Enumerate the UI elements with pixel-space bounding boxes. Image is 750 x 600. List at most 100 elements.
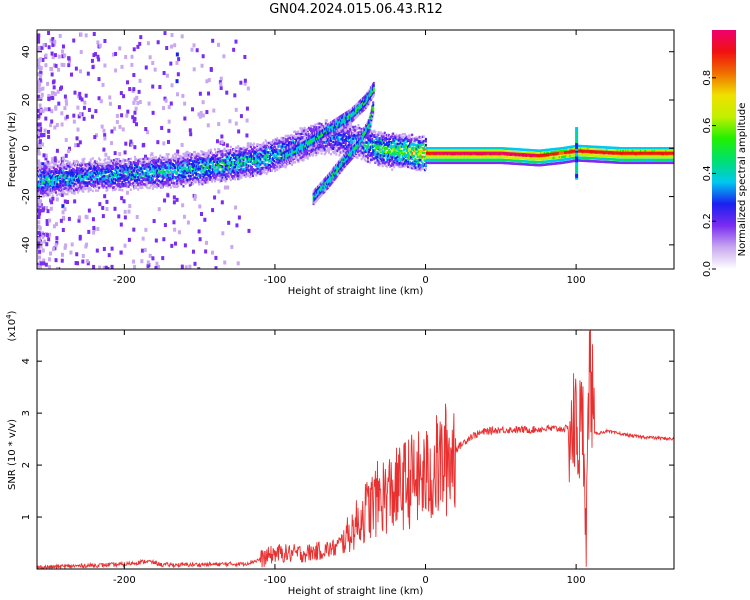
heatmap-noise-cell bbox=[189, 132, 193, 137]
heatmap-ridge-cell bbox=[81, 185, 84, 189]
heatmap-ridge-cell bbox=[101, 166, 104, 169]
heatmap-ridge-cell bbox=[221, 158, 224, 162]
heatmap-ridge-cell bbox=[380, 155, 383, 159]
heatmap-ridge-cell bbox=[375, 133, 378, 137]
heatmap-ridge-cell bbox=[382, 154, 385, 158]
heatmap-ridge-cell bbox=[352, 137, 355, 141]
heatmap-ridge-cell bbox=[78, 181, 81, 184]
heatmap-ridge-cell bbox=[252, 154, 255, 158]
heatmap-ridge-cell bbox=[466, 155, 469, 159]
heatmap-noise-cell bbox=[125, 113, 129, 118]
heatmap-noise-cell bbox=[190, 107, 194, 112]
heatmap-ridge-cell bbox=[117, 182, 120, 185]
heatmap-ridge-cell bbox=[403, 161, 406, 164]
heatmap-ridge-cell bbox=[217, 172, 220, 176]
heatmap-noise-cell bbox=[44, 107, 48, 112]
heatmap-ridge-cell bbox=[43, 165, 46, 169]
heatmap-noise-cell bbox=[70, 242, 74, 247]
heatmap-ridge-cell bbox=[276, 158, 279, 162]
heatmap-ridge-cell bbox=[215, 158, 218, 161]
heatmap-ridge-cell bbox=[410, 140, 413, 144]
heatmap-ridge-cell bbox=[289, 137, 292, 141]
heatmap-ridge-cell bbox=[178, 173, 181, 177]
heatmap-ridge-cell bbox=[263, 151, 266, 155]
heatmap-ridge-cell bbox=[298, 136, 301, 140]
heatmap-ridge-cell bbox=[256, 171, 259, 174]
heatmap-ridge-cell bbox=[94, 166, 97, 170]
heatmap-ridge-cell bbox=[215, 154, 218, 158]
heatmap-ridge-cell bbox=[224, 158, 227, 162]
heatmap-ridge-cell bbox=[262, 149, 265, 153]
heatmap-ridge-cell bbox=[347, 136, 350, 140]
heatmap-noise-cell bbox=[162, 106, 166, 111]
heatmap-ridge-cell bbox=[363, 144, 366, 147]
heatmap-ridge-cell bbox=[54, 178, 57, 182]
heatmap-ridge-cell bbox=[421, 147, 424, 150]
heatmap-ridge-cell bbox=[117, 173, 120, 177]
heatmap-ridge-cell bbox=[236, 146, 239, 150]
heatmap-ridge-cell bbox=[174, 157, 177, 160]
heatmap-ridge-cell bbox=[423, 144, 426, 147]
heatmap-ridge-cell bbox=[54, 175, 57, 179]
heatmap-ridge-cell bbox=[88, 166, 91, 170]
heatmap-ridge-core bbox=[429, 151, 431, 155]
heatmap-noise-cell bbox=[144, 65, 148, 70]
heatmap-ridge-cell bbox=[46, 168, 49, 172]
heatmap-noise-cell bbox=[86, 261, 90, 266]
heatmap-noise-cell bbox=[46, 81, 50, 86]
heatmap-ridge-cell bbox=[161, 166, 164, 169]
heatmap-ridge-cell bbox=[245, 159, 248, 162]
heatmap-noise-cell bbox=[158, 162, 162, 167]
heatmap-ridge-cell bbox=[40, 171, 43, 174]
heatmap-ridge-cell bbox=[237, 171, 240, 175]
heatmap-ridge-cell bbox=[195, 173, 198, 176]
heatmap-ridge-cell bbox=[472, 155, 475, 159]
heatmap-ridge-cell bbox=[398, 146, 401, 149]
heatmap-ridge-cell bbox=[138, 158, 141, 162]
heatmap-ridge-cell bbox=[93, 165, 96, 169]
heatmap-ridge-cell bbox=[248, 151, 251, 155]
heatmap-ridge-cell bbox=[43, 194, 46, 198]
heatmap-ridge-cell bbox=[245, 151, 248, 155]
heatmap-ridge-cell bbox=[240, 162, 243, 166]
heatmap-ridge-cell bbox=[63, 176, 66, 179]
heatmap-ridge-cell bbox=[256, 172, 259, 176]
heatmap-ridge-cell bbox=[64, 166, 67, 170]
heatmap-ridge-cell bbox=[151, 165, 154, 168]
heatmap-ridge-cell bbox=[383, 149, 386, 152]
heatmap-ridge-cell bbox=[165, 153, 168, 156]
heatmap-ridge-cell bbox=[283, 140, 286, 143]
heatmap-ridge-cell bbox=[73, 163, 76, 167]
heatmap-ridge-cell bbox=[222, 153, 225, 157]
heatmap-noise-cell bbox=[132, 227, 136, 232]
heatmap-ridge-cell bbox=[316, 145, 319, 149]
heatmap-ridge-cell bbox=[52, 162, 55, 165]
heatmap-ridge-cell bbox=[122, 158, 125, 161]
heatmap-noise-cell bbox=[117, 105, 121, 110]
heatmap-ridge-cell bbox=[62, 180, 65, 183]
heatmap-ridge-cell bbox=[227, 165, 230, 169]
heatmap-ridge-cell bbox=[188, 159, 191, 162]
heatmap-ridge-cell bbox=[39, 187, 42, 190]
heatmap-ridge-cell bbox=[420, 156, 423, 159]
heatmap-ridge-cell bbox=[76, 181, 79, 184]
heatmap-ridge-cell bbox=[244, 170, 247, 173]
heatmap-ridge-cell bbox=[128, 169, 131, 173]
heatmap-ridge-cell bbox=[389, 135, 392, 138]
heatmap-ridge-cell bbox=[76, 185, 79, 189]
heatmap-noise-cell bbox=[61, 210, 65, 215]
heatmap-ridge-cell bbox=[89, 178, 92, 181]
heatmap-ridge-cell bbox=[215, 172, 218, 176]
heatmap-ridge-cell bbox=[133, 175, 136, 179]
heatmap-ridge-cell bbox=[280, 164, 283, 167]
heatmap-ridge-cell bbox=[293, 134, 296, 138]
heatmap-ridge-cell bbox=[434, 147, 437, 150]
heatmap-ridge-cell bbox=[381, 132, 384, 136]
heatmap-ridge-cell bbox=[164, 164, 167, 167]
heatmap-ridge-cell bbox=[111, 166, 114, 170]
heatmap-ridge-cell bbox=[399, 165, 402, 169]
heatmap-ridge-cell bbox=[432, 155, 435, 159]
heatmap-ridge-cell bbox=[288, 161, 291, 165]
heatmap-ridge-cell bbox=[164, 182, 167, 185]
heatmap-noise-cell bbox=[43, 162, 47, 167]
